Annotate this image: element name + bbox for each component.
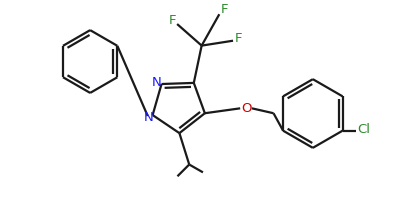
Text: N: N <box>144 111 154 124</box>
Text: F: F <box>168 14 176 27</box>
Text: O: O <box>241 102 251 115</box>
Text: F: F <box>235 32 243 45</box>
Text: F: F <box>220 3 228 16</box>
Text: N: N <box>152 76 162 89</box>
Text: Cl: Cl <box>357 123 371 136</box>
